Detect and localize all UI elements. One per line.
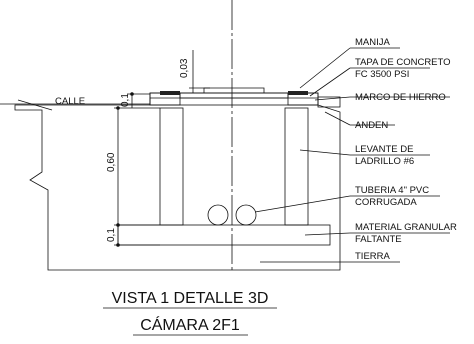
section [0,0,450,272]
subtitle: CÁMARA 2F1 [140,315,240,334]
callout-label: FC 3500 PSI [355,69,409,80]
dimension: 0,1 [120,93,131,107]
callout-label: MATERIAL GRANULAR [355,222,457,233]
callout-label: CORRUGADA [355,197,417,208]
dimension: 0,1 [106,228,117,242]
callout-label: TAPA DE CONCRETO [355,57,451,68]
street-label: CALLE [55,96,85,107]
title: VISTA 1 DETALLE 3D [112,290,269,307]
callout-label: TUBERIA 4" PVC [355,185,429,196]
callout-label: MARCO DE HIERRO [355,92,446,103]
callout-label: MANIJA [355,37,391,48]
callout-label: LADRILLO #6 [355,156,414,167]
callout-label: TIERRA [355,251,391,262]
dimension: 0,03 [179,58,190,78]
callout-label: LEVANTE DE [355,144,413,155]
callout-label: ANDEN [355,120,388,131]
dimension: 0,60 [106,152,117,172]
callout-label: FALTANTE [355,234,402,245]
